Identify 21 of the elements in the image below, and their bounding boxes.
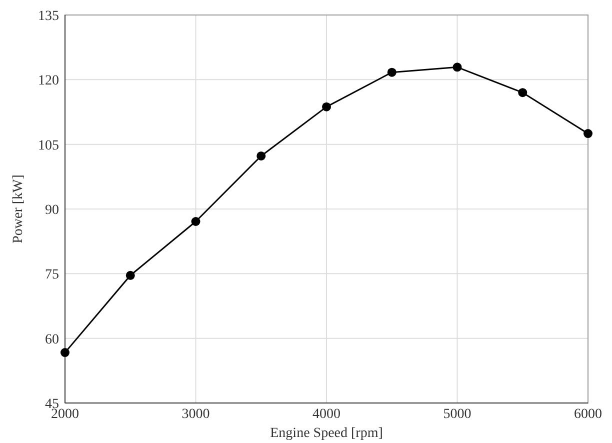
point (256, 151, 266, 160)
y-tick-label: 105 (38, 138, 59, 154)
point (387, 68, 396, 77)
point (518, 88, 528, 98)
point (126, 270, 135, 280)
y-tick-label: 120 (38, 74, 59, 89)
point (322, 102, 331, 112)
point (584, 129, 592, 138)
y-tick-label: 60 (45, 332, 59, 348)
x-tick-label: 6000 (574, 407, 602, 422)
x-tick-label: 3000 (182, 407, 210, 422)
x-tick-label: 4000 (312, 407, 340, 422)
y-tick-label: 90 (45, 203, 59, 218)
point (191, 217, 200, 226)
x-tick-label: 5000 (443, 407, 472, 422)
x-axis-title: Engine Speed [rpm] (270, 426, 383, 441)
y-axis-title: Power [kW] (11, 174, 26, 244)
point (452, 62, 462, 72)
y-tick-label: 135 (38, 9, 59, 24)
y-tick-label: 75 (45, 268, 59, 283)
point (60, 348, 70, 358)
